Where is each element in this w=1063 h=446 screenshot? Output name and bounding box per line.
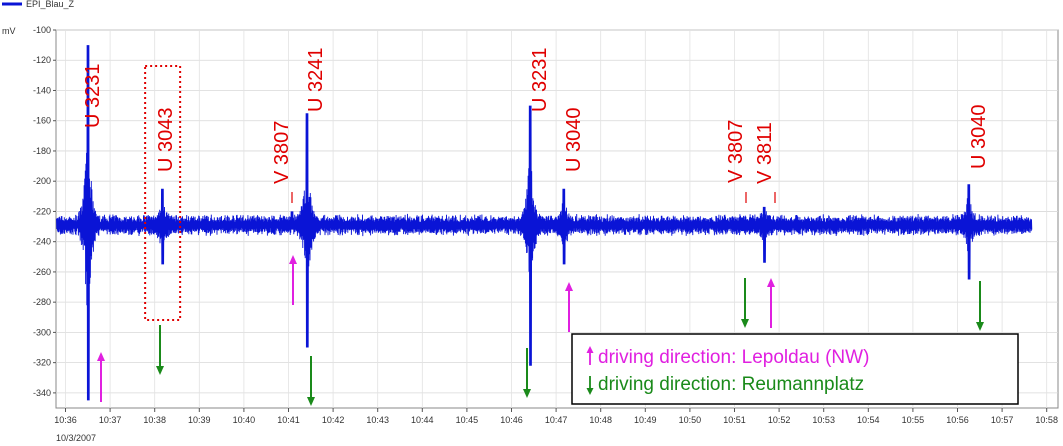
x-tick-label: 10:41 xyxy=(277,415,300,425)
train-labels: U 3231 U 3043 V 3807 U 3241 U 3231 U 3040 V 38… xyxy=(82,48,990,185)
y-tick-label: -220 xyxy=(33,206,51,216)
y-axis-label: mV xyxy=(2,26,16,36)
x-tick-label: 10:40 xyxy=(233,415,256,425)
x-tick-label: 10:42 xyxy=(322,415,345,425)
x-tick-label: 10:39 xyxy=(188,415,211,425)
x-tick-label: 10:57 xyxy=(991,415,1014,425)
series-legend-label: EPI_Blau_Z xyxy=(26,0,75,9)
annotation-marks xyxy=(144,65,776,321)
y-tick-label: -120 xyxy=(33,55,51,65)
legend-arrow-up-head xyxy=(586,346,594,353)
x-tick-label: 10:47 xyxy=(545,415,568,425)
train-label: U 3043 xyxy=(155,108,177,173)
y-tick-label: -180 xyxy=(33,146,51,156)
direction-arrow-up-head xyxy=(97,352,105,361)
x-tick-label: 10:56 xyxy=(946,415,969,425)
y-tick-label: -200 xyxy=(33,176,51,186)
x-tick-label: 10:36 xyxy=(54,415,77,425)
y-tick-label: -320 xyxy=(33,358,51,368)
direction-legend-label: driving direction: Lepoldau (NW) xyxy=(598,347,869,368)
direction-arrow-down-head xyxy=(156,366,164,375)
train-label: U 3231 xyxy=(82,64,104,129)
train-label: U 3040 xyxy=(968,105,990,170)
x-tick-label: 10:38 xyxy=(143,415,166,425)
x-tick-label: 10:55 xyxy=(902,415,925,425)
y-axis-ticks: -100 -120 -140 -160 -180 -200 -220 -240 -260 -280… xyxy=(33,25,56,398)
x-tick-label: 10:58 xyxy=(1035,415,1058,425)
y-tick-label: -340 xyxy=(33,388,51,398)
train-label: U 3231 xyxy=(529,48,551,113)
y-tick-label: -280 xyxy=(33,297,51,307)
train-label: U 3040 xyxy=(563,108,585,173)
direction-arrows xyxy=(97,255,984,406)
direction-arrow-down-head xyxy=(523,389,531,398)
x-axis-date-label: 10/3/2007 xyxy=(56,433,96,443)
direction-arrow-up-head xyxy=(565,282,573,291)
y-tick-label: -260 xyxy=(33,267,51,277)
direction-arrow-up-head xyxy=(289,255,297,264)
x-tick-label: 10:49 xyxy=(634,415,657,425)
x-tick-label: 10:52 xyxy=(768,415,791,425)
train-label: V 3807 xyxy=(725,120,747,183)
train-label: V 3811 xyxy=(754,122,776,184)
highlight-box xyxy=(144,65,182,321)
y-tick-label: -160 xyxy=(33,116,51,126)
series-legend: EPI_Blau_Z xyxy=(2,0,75,9)
series-line-path xyxy=(56,45,1033,401)
y-tick-label: -140 xyxy=(33,85,51,95)
direction-arrow-down-head xyxy=(976,322,984,331)
x-tick-label: 10:37 xyxy=(99,415,122,425)
x-tick-label: 10:45 xyxy=(456,415,479,425)
train-label: U 3241 xyxy=(305,48,327,113)
x-tick-label: 10:54 xyxy=(857,415,880,425)
series-line xyxy=(56,45,1033,401)
direction-arrow-down-head xyxy=(741,319,749,328)
direction-arrow-up-head xyxy=(767,278,775,287)
y-tick-label: -300 xyxy=(33,327,51,337)
x-tick-label: 10:44 xyxy=(411,415,434,425)
direction-legend: driving direction: Lepoldau (NW) driving … xyxy=(571,333,1019,405)
direction-arrow-down-head xyxy=(307,397,315,406)
x-tick-label: 10:46 xyxy=(500,415,523,425)
x-tick-label: 10:48 xyxy=(589,415,612,425)
x-axis-ticks: 10:36 10:37 10:38 10:39 10:40 10:41 10:42 10:43… xyxy=(54,408,1058,425)
legend-arrow-down-head xyxy=(586,388,594,395)
x-tick-label: 10:53 xyxy=(812,415,835,425)
y-tick-label: -100 xyxy=(33,25,51,35)
y-tick-label: -240 xyxy=(33,237,51,247)
train-label: V 3807 xyxy=(271,121,293,184)
x-tick-label: 10:51 xyxy=(723,415,746,425)
x-tick-label: 10:43 xyxy=(366,415,389,425)
x-tick-label: 10:50 xyxy=(679,415,702,425)
direction-legend-label: driving direction: Reumannplatz xyxy=(598,374,864,395)
